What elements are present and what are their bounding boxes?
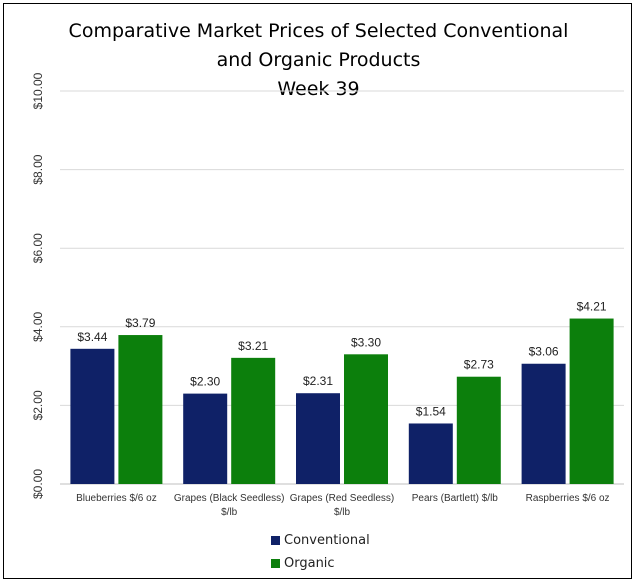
chart-title-line-1: Comparative Market Prices of Selected Co… bbox=[68, 20, 569, 42]
y-tick-label-4: $8.00 bbox=[31, 154, 45, 184]
data-label-organic-1: $3.21 bbox=[238, 339, 268, 353]
x-category-label-0-0: Blueberries $/6 oz bbox=[76, 493, 157, 504]
legend-label-conventional: Conventional bbox=[284, 532, 370, 548]
x-category-label-2-0: Grapes (Red Seedless) bbox=[290, 493, 395, 504]
data-label-organic-4: $4.21 bbox=[577, 300, 607, 314]
data-label-organic-0: $3.79 bbox=[125, 316, 155, 330]
legend-swatch-conventional bbox=[271, 535, 280, 545]
bar-organic-2 bbox=[344, 354, 388, 484]
bar-conventional-1 bbox=[183, 393, 228, 484]
y-tick-label-3: $6.00 bbox=[31, 233, 45, 263]
bar-conventional-4 bbox=[521, 363, 566, 484]
x-category-label-3-0: Pears (Bartlett) $/lb bbox=[412, 493, 499, 504]
bar-organic-0 bbox=[118, 335, 163, 484]
bar-conventional-3 bbox=[408, 423, 453, 484]
chart-title-line-2: and Organic Products bbox=[216, 49, 421, 71]
legend-label-organic: Organic bbox=[284, 555, 335, 571]
x-category-label-2-1: $/lb bbox=[334, 507, 351, 518]
bar-organic-3 bbox=[456, 376, 501, 484]
bar-organic-1 bbox=[231, 357, 276, 484]
bar-conventional-0 bbox=[70, 348, 115, 484]
y-tick-label-2: $4.00 bbox=[31, 311, 45, 341]
data-label-organic-3: $2.73 bbox=[464, 358, 494, 372]
data-label-conventional-2: $2.31 bbox=[303, 374, 333, 388]
bar-conventional-2 bbox=[296, 393, 340, 484]
y-tick-label-0: $0.00 bbox=[31, 469, 45, 499]
legend-swatch-organic bbox=[271, 558, 280, 568]
chart-title-line-3: Week 39 bbox=[277, 78, 360, 100]
data-label-conventional-4: $3.06 bbox=[529, 345, 559, 359]
legend-item-conventional: Conventional bbox=[271, 532, 370, 548]
legend-item-organic: Organic bbox=[271, 555, 335, 571]
data-label-conventional-1: $2.30 bbox=[190, 375, 220, 389]
x-category-label-1-0: Grapes (Black Seedless) bbox=[174, 493, 285, 504]
bar-organic-4 bbox=[569, 318, 614, 484]
y-tick-label-5: $10.00 bbox=[31, 72, 45, 109]
data-label-conventional-0: $3.44 bbox=[77, 330, 107, 344]
x-category-label-1-1: $/lb bbox=[221, 507, 238, 518]
y-tick-label-1: $2.00 bbox=[31, 390, 45, 420]
data-label-organic-2: $3.30 bbox=[351, 335, 381, 349]
x-category-label-4-0: Raspberries $/6 oz bbox=[526, 493, 610, 504]
data-label-conventional-3: $1.54 bbox=[416, 404, 446, 418]
